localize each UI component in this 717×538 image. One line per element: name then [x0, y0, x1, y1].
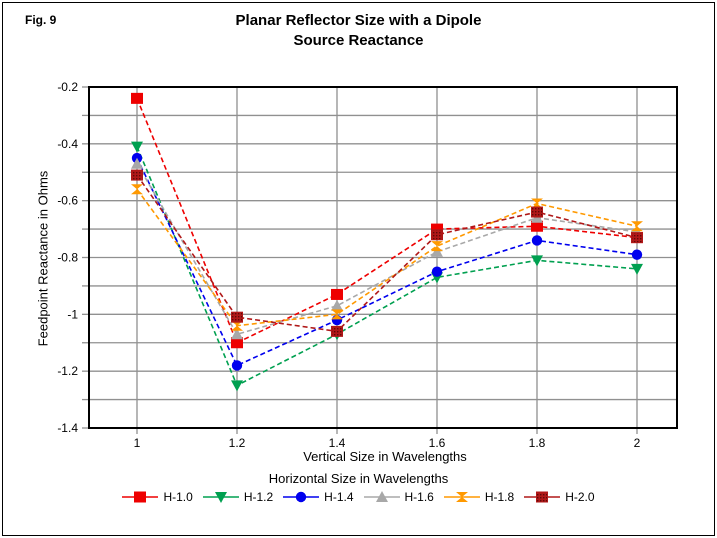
legend-swatch	[524, 491, 561, 503]
series-H-1.0	[131, 92, 643, 349]
data-point-marker	[134, 491, 147, 503]
y-tick-label: -1.4	[57, 421, 78, 435]
data-point-marker	[455, 492, 468, 502]
legend-label: H-2.0	[565, 490, 595, 504]
x-tick-label: 2	[634, 436, 641, 450]
data-point-marker	[531, 198, 543, 209]
legend-title: Horizontal Size in Wavelengths	[268, 471, 449, 486]
legend-item: H-1.0	[122, 490, 193, 504]
legend: H-1.0 H-1.2 H-1.4 H-1.6 H-1.8 H-2.0	[3, 490, 714, 504]
data-point-marker	[131, 92, 143, 104]
data-point-marker	[536, 491, 549, 503]
chart-title-line1: Planar Reflector Size with a Dipole	[235, 12, 482, 29]
series-H-1.6	[131, 157, 643, 340]
series-H-2.0	[131, 169, 643, 337]
series-H-1.4	[131, 152, 643, 371]
chart-canvas: -0.2 -0.4 -0.6 -0.8 -1 -1.2 -1.4 1 1.2 1.4 1.6 1.8 2	[57, 80, 678, 450]
data-point-marker	[631, 221, 643, 232]
legend-swatch	[363, 491, 400, 502]
data-point-marker	[431, 266, 443, 277]
legend-swatch	[443, 492, 480, 502]
y-tick-label: -1.2	[57, 364, 78, 378]
series-line	[136, 157, 638, 367]
legend-item: H-1.4	[283, 490, 354, 504]
data-point-marker	[131, 169, 143, 181]
data-point-marker	[431, 241, 443, 252]
legend-swatch	[202, 492, 239, 503]
data-point-marker	[231, 337, 243, 349]
legend-item: H-1.8	[443, 490, 515, 504]
data-point-marker	[131, 141, 143, 153]
x-tick-label: 1.2	[229, 436, 246, 450]
data-point-marker	[431, 229, 443, 241]
data-point-marker	[331, 309, 343, 320]
series-line	[136, 188, 638, 327]
data-point-marker	[331, 299, 343, 311]
data-point-marker	[375, 491, 388, 502]
x-tick-label: 1.8	[529, 436, 546, 450]
legend-label: H-1.6	[404, 490, 434, 504]
data-point-marker	[331, 288, 343, 300]
legend-item: H-2.0	[524, 490, 595, 504]
data-point-marker	[631, 232, 643, 244]
legend-label: H-1.4	[324, 490, 354, 504]
data-point-marker	[131, 157, 143, 169]
legend-item: H-1.2	[202, 490, 274, 504]
legend-swatch	[122, 491, 159, 503]
series-line	[136, 163, 638, 336]
data-point-marker	[231, 360, 243, 371]
plot-frame	[88, 86, 678, 429]
x-tick-label: 1.6	[429, 436, 446, 450]
y-tick-label: -0.8	[57, 251, 78, 265]
legend-label: H-1.2	[243, 490, 274, 504]
y-tick-label: -0.2	[57, 80, 78, 94]
x-tick-label: 1	[134, 436, 141, 450]
x-tick-label: 1.4	[329, 436, 346, 450]
data-point-marker	[231, 320, 243, 331]
figure-label: Fig. 9	[25, 13, 57, 27]
chart-title-line2: Source Reactance	[293, 32, 424, 49]
data-point-marker	[531, 206, 543, 218]
data-point-marker	[131, 184, 143, 195]
data-point-marker	[331, 325, 343, 337]
data-point-marker	[231, 311, 243, 323]
x-axis-title: Vertical Size in Wavelengths	[303, 449, 467, 464]
series-line	[136, 146, 638, 387]
y-axis-title: Feedpoint Reactance in Ohms	[35, 170, 51, 347]
data-point-marker	[231, 328, 243, 340]
data-point-marker	[295, 491, 307, 503]
data-point-marker	[531, 235, 543, 246]
data-point-marker	[214, 492, 227, 503]
legend-label: H-1.0	[163, 490, 193, 504]
series-line	[136, 174, 638, 333]
legend-swatch	[283, 491, 320, 503]
data-point-marker	[631, 263, 643, 275]
y-tick-label: -1	[67, 307, 78, 321]
legend-label: H-1.8	[484, 490, 515, 504]
y-tick-label: -0.6	[57, 194, 78, 208]
data-point-marker	[531, 220, 543, 232]
y-tick-label: -0.4	[57, 137, 78, 151]
data-point-marker	[531, 255, 543, 267]
data-point-marker	[631, 249, 643, 260]
series-H-1.8	[131, 184, 643, 331]
series-H-1.2	[131, 141, 643, 392]
legend-item: H-1.6	[363, 490, 434, 504]
data-point-marker	[431, 245, 443, 257]
data-point-marker	[231, 380, 243, 392]
chart-title: Planar Reflector Size with a Dipole Sour…	[3, 11, 714, 51]
